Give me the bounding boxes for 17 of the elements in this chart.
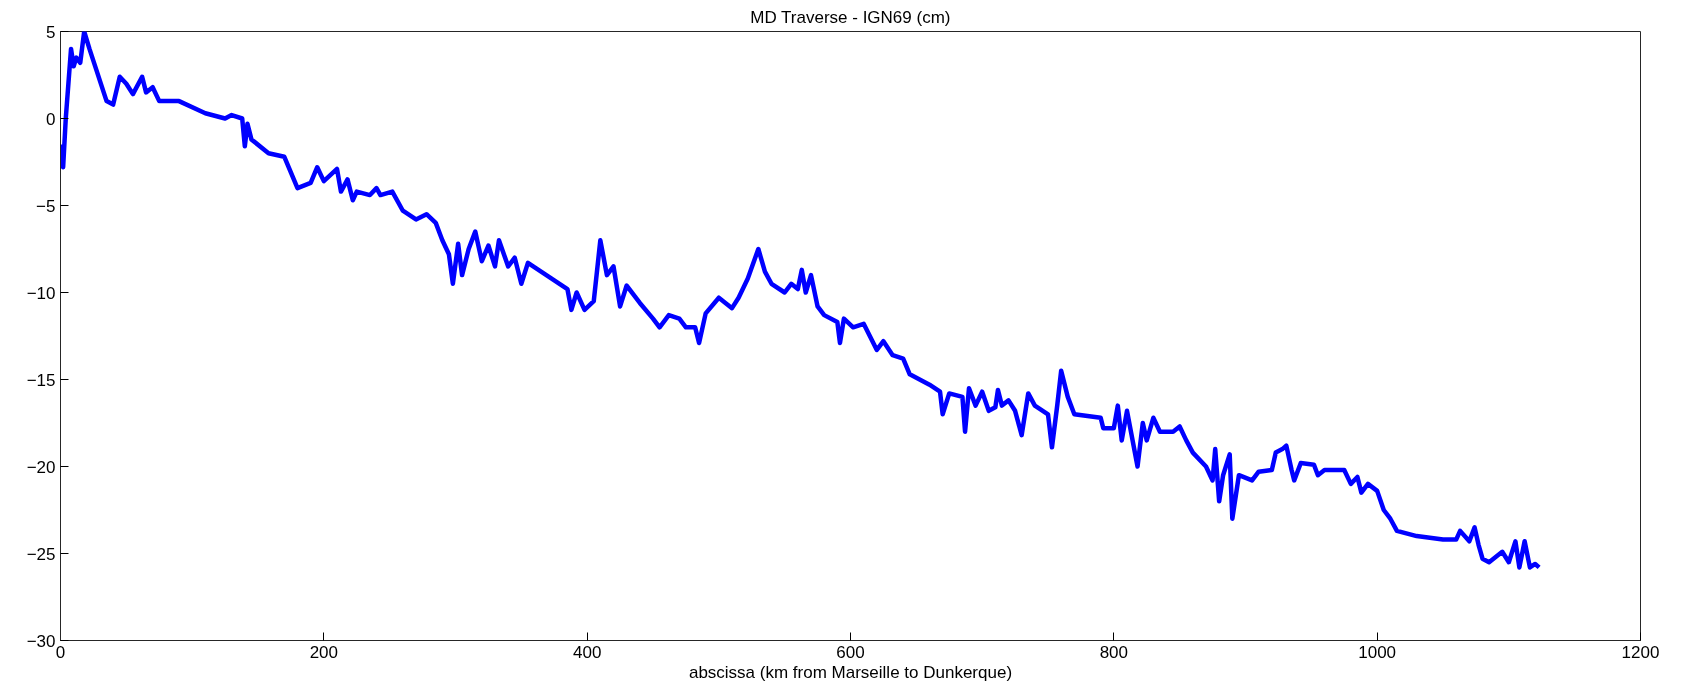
chart-title: MD Traverse - IGN69 (cm): [750, 7, 951, 27]
y-tick-label: −5: [36, 196, 56, 216]
y-tick-label: −30: [26, 631, 56, 651]
x-tick-label: 800: [1099, 642, 1129, 662]
y-tick-label: −20: [26, 457, 56, 477]
line-series: [60, 31, 1542, 570]
x-tick-label: 1000: [1358, 642, 1397, 662]
x-tick-label: 600: [836, 642, 865, 662]
y-tick-label: 5: [46, 22, 56, 42]
y-tick-label: 0: [46, 109, 56, 129]
x-tick-label: 1200: [1621, 642, 1660, 662]
y-tick-label: −10: [26, 283, 56, 303]
x-tick-label: 200: [309, 642, 339, 662]
x-tick-label: 400: [572, 642, 602, 662]
y-tick-label: −25: [26, 544, 56, 564]
y-tick-label: −15: [26, 370, 56, 390]
x-axis-title: abscissa (km from Marseille to Dunkerque): [688, 662, 1013, 682]
